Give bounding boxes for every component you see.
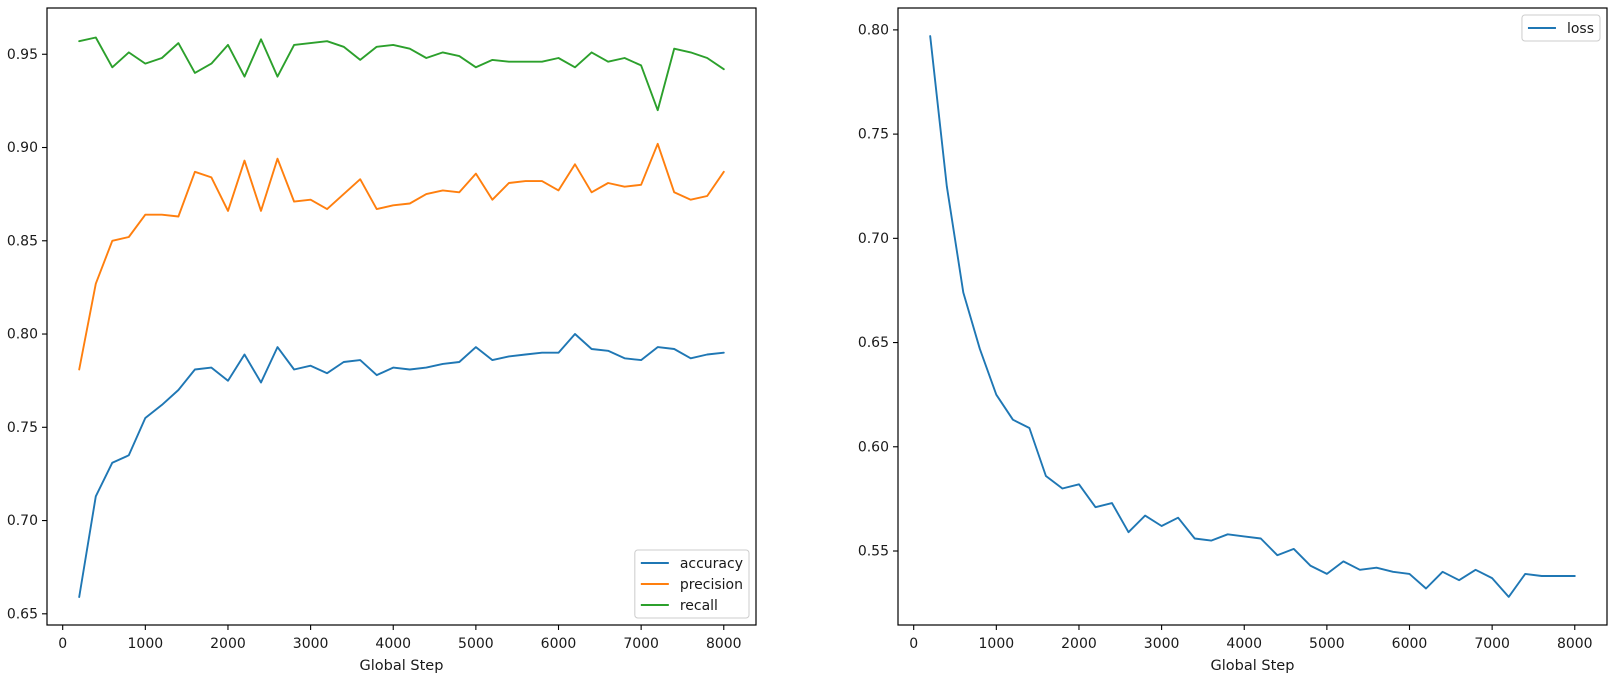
y-tick-label: 0.95 — [7, 47, 38, 63]
legend-label-recall: recall — [680, 598, 718, 614]
y-tick-label: 0.75 — [858, 127, 889, 143]
legend-label-loss: loss — [1567, 21, 1594, 37]
axes-frame — [46, 7, 757, 626]
legend-box — [634, 549, 750, 619]
legend-label-accuracy: accuracy — [680, 556, 743, 572]
y-tick-label: 0.75 — [7, 420, 38, 436]
chart-metrics: 0 1000 2000 3000 4000 5000 6000 7000 8000 0.65 0.7… — [7, 7, 757, 674]
x-axis-label: Global Step — [1211, 658, 1295, 674]
y-tick-label: 0.85 — [7, 233, 38, 249]
x-tick-label: 8000 — [706, 636, 742, 652]
series-line-loss — [929, 35, 1576, 598]
x-tick-label: 8000 — [1557, 636, 1593, 652]
x-tick-label: 3000 — [1144, 636, 1180, 652]
x-tick-label: 4000 — [1226, 636, 1262, 652]
y-tick-label: 0.55 — [858, 544, 889, 560]
y-tick-label: 0.65 — [858, 335, 889, 351]
legend: loss — [1521, 14, 1601, 42]
x-tick-label: 7000 — [623, 636, 659, 652]
x-tick-label: 2000 — [1061, 636, 1097, 652]
series-line-recall — [78, 36, 725, 112]
y-tick-label: 0.80 — [7, 327, 38, 343]
x-tick-label: 4000 — [375, 636, 411, 652]
y-tick-label: 0.60 — [858, 439, 889, 455]
x-tick-label: 5000 — [1309, 636, 1345, 652]
x-tick-label: 1000 — [128, 636, 164, 652]
legend-label-precision: precision — [680, 577, 743, 593]
y-tick-label: 0.65 — [7, 606, 38, 622]
x-axis-label: Global Step — [360, 658, 444, 674]
axes-frame — [897, 7, 1608, 626]
x-tick-label: 7000 — [1474, 636, 1510, 652]
x-tick-label: 1000 — [979, 636, 1015, 652]
x-tick-label: 5000 — [458, 636, 494, 652]
x-tick-label: 6000 — [1392, 636, 1428, 652]
chart-loss: 0 1000 2000 3000 4000 5000 6000 7000 8000 0.55 0.6… — [858, 7, 1608, 674]
x-tick-label: 0 — [58, 636, 67, 652]
series-line-precision — [78, 142, 725, 371]
x-tick-label: 6000 — [541, 636, 577, 652]
legend-box — [1521, 14, 1601, 42]
y-tick-label: 0.80 — [858, 23, 889, 39]
y-tick-label: 0.90 — [7, 140, 38, 156]
legend: accuracy precision recall — [634, 549, 750, 619]
series-line-accuracy — [78, 333, 725, 598]
y-tick-label: 0.70 — [7, 513, 38, 529]
x-tick-label: 3000 — [293, 636, 329, 652]
y-tick-label: 0.70 — [858, 231, 889, 247]
x-tick-label: 2000 — [210, 636, 246, 652]
x-tick-label: 0 — [909, 636, 918, 652]
